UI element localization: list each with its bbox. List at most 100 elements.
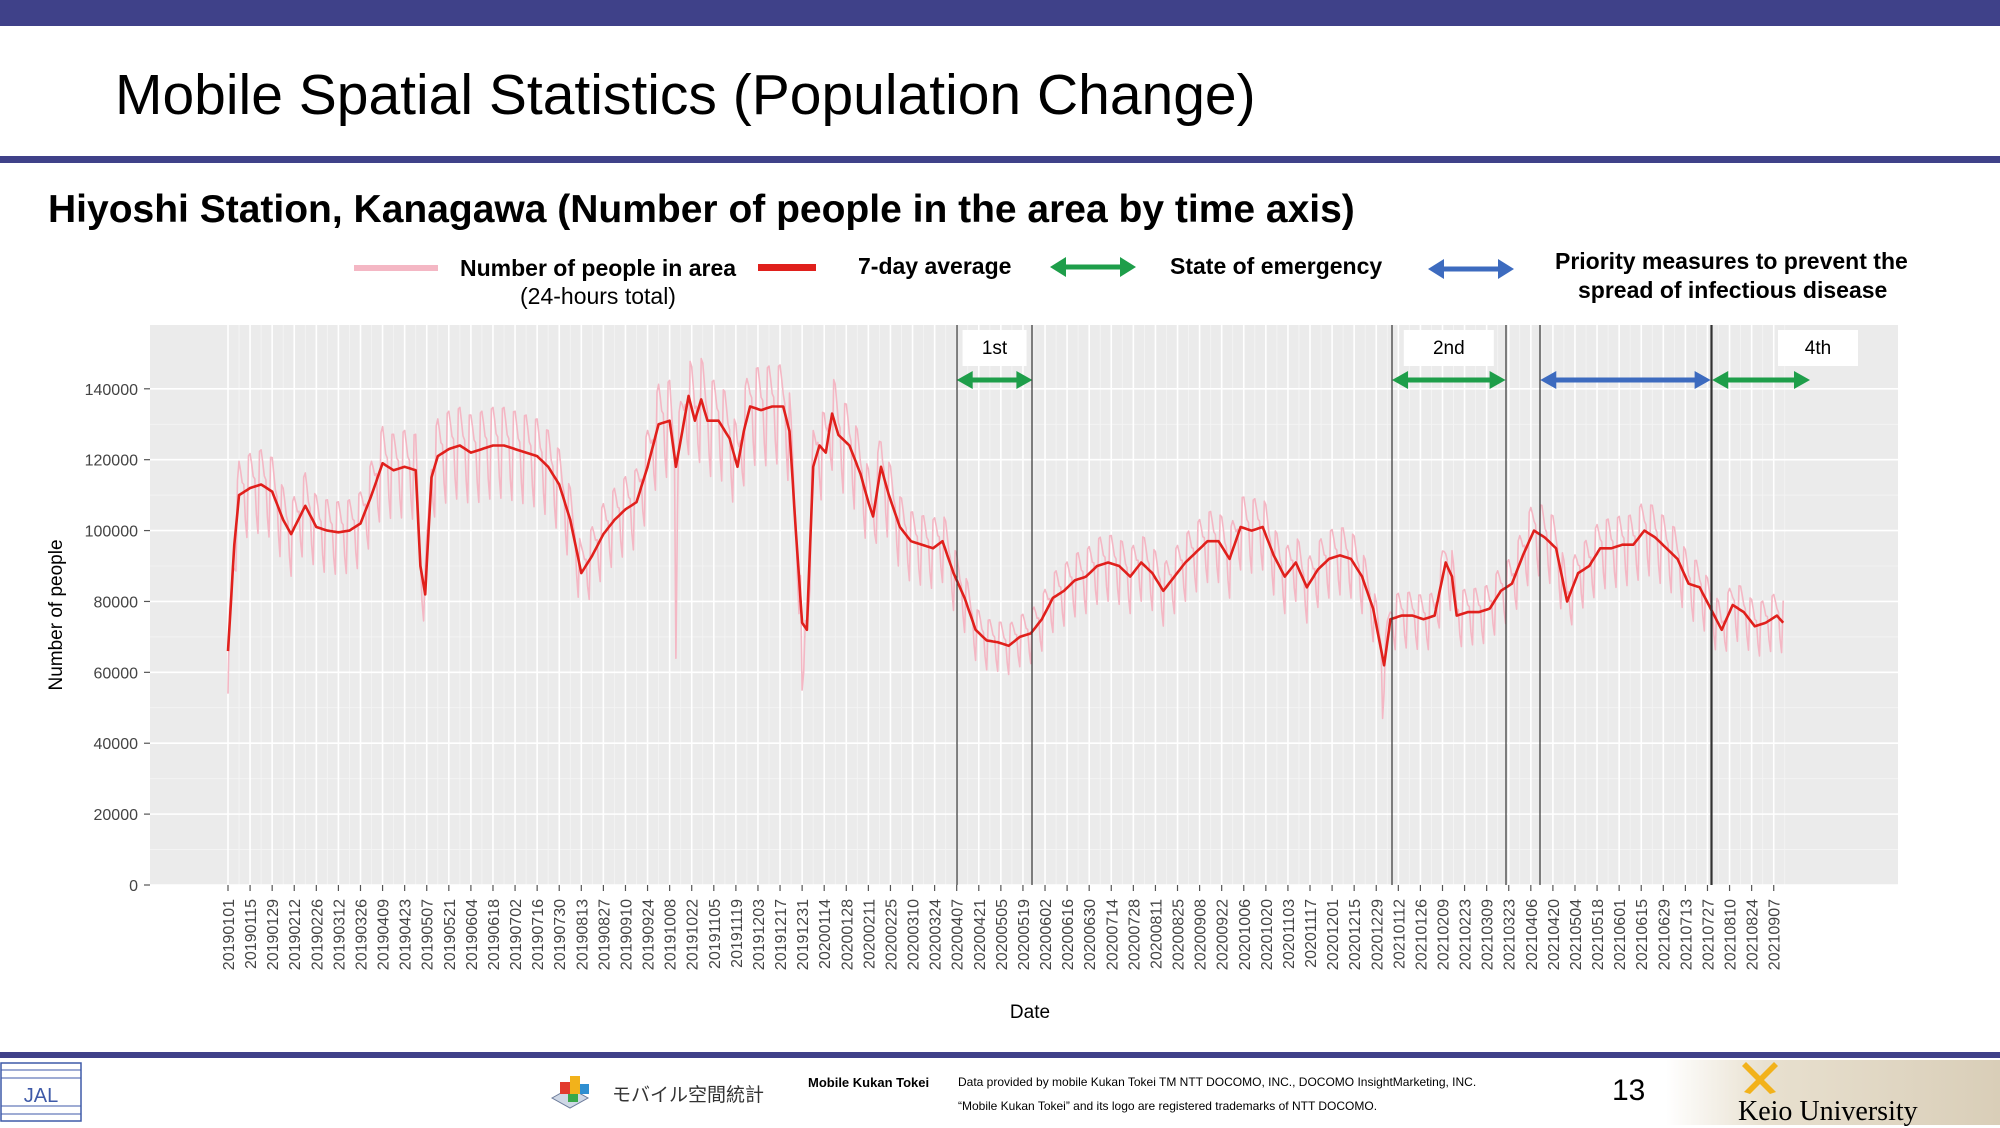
x-tick-label: 20201006 bbox=[1237, 899, 1254, 970]
y-tick-label: 80000 bbox=[94, 594, 139, 611]
population-chart: 1st 2nd 4th 0 20000 40000 60000 80000 100000 120… bbox=[0, 0, 2000, 1050]
y-axis: 0 20000 40000 60000 80000 100000 120000 140000 bbox=[85, 382, 150, 895]
y-tick-label: 100000 bbox=[85, 524, 138, 541]
x-tick-label: 20191119 bbox=[729, 899, 746, 968]
x-tick-label: 20210309 bbox=[1480, 899, 1497, 970]
x-tick-label: 20210406 bbox=[1524, 899, 1541, 970]
x-tick-label: 20210323 bbox=[1502, 899, 1519, 970]
x-tick-label: 20201103 bbox=[1281, 899, 1298, 969]
x-tick-label: 20200616 bbox=[1060, 899, 1077, 970]
x-tick-label: 20210615 bbox=[1634, 899, 1651, 970]
x-tick-label: 20210223 bbox=[1458, 899, 1475, 970]
x-tick-label: 20210209 bbox=[1435, 899, 1452, 970]
x-tick-label: 20190604 bbox=[464, 899, 481, 970]
mobile-kukan-tokei-logo-text: モバイル空間統計 bbox=[612, 1080, 764, 1107]
x-tick-label: 20191231 bbox=[795, 899, 812, 970]
x-tick-label: 20200114 bbox=[817, 899, 834, 969]
x-tick-label: 20200728 bbox=[1126, 899, 1143, 970]
x-tick-label: 20190129 bbox=[265, 899, 282, 970]
x-tick-label: 20200519 bbox=[1016, 899, 1033, 970]
x-tick-label: 20200128 bbox=[839, 899, 856, 970]
x-tick-label: 20190521 bbox=[442, 899, 459, 970]
x-tick-label: 20190409 bbox=[376, 899, 393, 970]
x-tick-label: 20191022 bbox=[685, 899, 702, 970]
footer-note-data: Data provided by mobile Kukan Tokei TM N… bbox=[958, 1075, 1476, 1089]
x-tick-label: 20190101 bbox=[221, 899, 238, 970]
x-tick-label: 20200630 bbox=[1082, 899, 1099, 970]
x-tick-label: 20190813 bbox=[574, 899, 591, 970]
plot-background bbox=[150, 325, 1898, 885]
x-tick-label: 20201215 bbox=[1347, 899, 1364, 970]
x-tick-label: 20210907 bbox=[1767, 899, 1784, 970]
x-tick-label: 20210713 bbox=[1678, 899, 1695, 970]
x-tick-label: 20201020 bbox=[1259, 899, 1276, 970]
footer-divider bbox=[0, 1052, 2000, 1058]
x-tick-label: 20201201 bbox=[1325, 899, 1342, 970]
x-tick-label: 20201229 bbox=[1369, 899, 1386, 970]
y-tick-label: 140000 bbox=[85, 382, 138, 399]
x-tick-label: 20190312 bbox=[331, 899, 348, 970]
x-tick-label: 20190507 bbox=[420, 899, 437, 970]
x-tick-label: 20200421 bbox=[972, 899, 989, 970]
x-tick-label: 20190423 bbox=[398, 899, 415, 970]
x-tick-label: 20191203 bbox=[751, 899, 768, 970]
x-tick-label: 20210518 bbox=[1590, 899, 1607, 970]
x-tick-label: 20200505 bbox=[994, 899, 1011, 970]
x-tick-label: 20190827 bbox=[596, 899, 613, 970]
x-tick-label: 20210504 bbox=[1568, 899, 1585, 970]
y-tick-label: 40000 bbox=[94, 736, 139, 753]
y-tick-label: 20000 bbox=[94, 807, 139, 824]
mobile-kukan-tokei-logo: モバイル空間統計 bbox=[548, 1068, 768, 1114]
x-tick-label: 20200211 bbox=[861, 899, 878, 969]
x-tick-label: 20200825 bbox=[1171, 899, 1188, 970]
x-tick-label: 20200225 bbox=[883, 899, 900, 970]
footer-brand: Mobile Kukan Tokei bbox=[808, 1075, 929, 1090]
x-tick-label: 20190326 bbox=[353, 899, 370, 970]
x-tick-label: 20200811 bbox=[1148, 899, 1165, 969]
y-tick-label: 120000 bbox=[85, 453, 138, 470]
x-tick-label: 20200602 bbox=[1038, 899, 1055, 970]
cube-logo-icon bbox=[548, 1068, 602, 1114]
x-tick-label: 20190618 bbox=[486, 899, 503, 970]
x-tick-label: 20200324 bbox=[928, 899, 945, 970]
period-label: 1st bbox=[982, 338, 1008, 359]
keio-university-text: Keio University bbox=[1738, 1096, 1918, 1128]
period-label: 4th bbox=[1805, 338, 1831, 359]
y-tick-label: 0 bbox=[129, 878, 138, 895]
lab-logo-icon: JAL bbox=[0, 1062, 82, 1122]
x-tick-label: 20210824 bbox=[1745, 899, 1762, 970]
y-tick-label: 60000 bbox=[94, 665, 139, 682]
x-tick-label: 20191008 bbox=[663, 899, 680, 970]
x-tick-label: 20200714 bbox=[1104, 899, 1121, 970]
x-tick-label: 20210420 bbox=[1546, 899, 1563, 970]
x-tick-label: 20200310 bbox=[906, 899, 923, 970]
x-tick-label: 20210126 bbox=[1413, 899, 1430, 970]
x-tick-label: 20200922 bbox=[1215, 899, 1232, 970]
x-tick-label: 20210112 bbox=[1391, 899, 1408, 969]
x-tick-label: 20190226 bbox=[309, 899, 326, 970]
x-tick-label: 20190910 bbox=[618, 899, 635, 970]
x-tick-label: 20190212 bbox=[287, 899, 304, 970]
x-tick-label: 20191217 bbox=[773, 899, 790, 970]
x-tick-label: 20201117 bbox=[1303, 899, 1320, 968]
svg-text:JAL: JAL bbox=[24, 1085, 58, 1107]
x-tick-label: 20190115 bbox=[243, 899, 260, 969]
keio-university-logo: Keio University bbox=[1666, 1060, 2000, 1125]
x-tick-label: 20190716 bbox=[530, 899, 547, 970]
x-axis-title: Date bbox=[1010, 1002, 1050, 1023]
x-tick-label: 20210810 bbox=[1723, 899, 1740, 970]
x-tick-label: 20210727 bbox=[1700, 899, 1717, 970]
x-tick-label: 20210629 bbox=[1656, 899, 1673, 970]
x-tick-label: 20210601 bbox=[1612, 899, 1629, 970]
x-axis: 20190101 20190115 20190129 20190212 20190226… bbox=[221, 885, 1784, 970]
y-axis-title: Number of people bbox=[46, 539, 67, 690]
x-tick-label: 20190730 bbox=[552, 899, 569, 970]
x-tick-label: 20200908 bbox=[1193, 899, 1210, 970]
period-label: 2nd bbox=[1433, 338, 1465, 359]
crossed-pens-icon bbox=[1740, 1060, 1780, 1096]
x-tick-label: 20190924 bbox=[641, 899, 658, 970]
footer-note-trademark: “Mobile Kukan Tokei” and its logo are re… bbox=[958, 1099, 1377, 1113]
x-tick-label: 20191105 bbox=[707, 899, 724, 969]
x-tick-label: 20200407 bbox=[950, 899, 967, 970]
x-tick-label: 20190702 bbox=[508, 899, 525, 970]
